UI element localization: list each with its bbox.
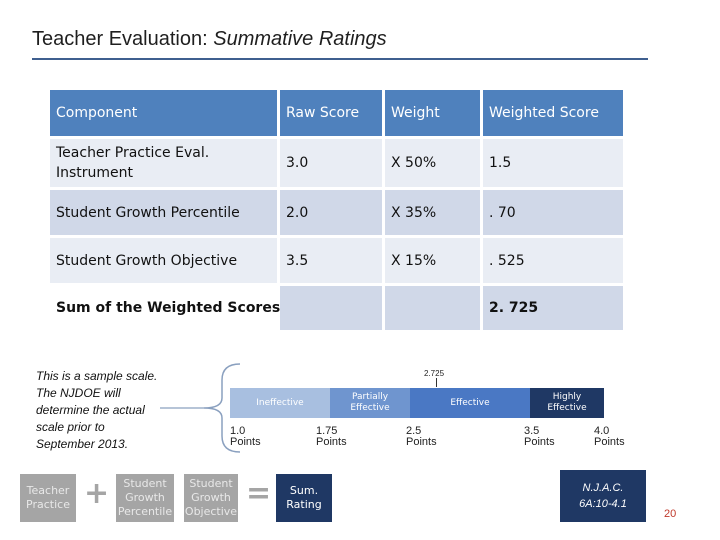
sgp-box: Student Growth Percentile — [116, 474, 174, 522]
header-component: Component — [50, 90, 277, 136]
table-cell: 2.0 — [280, 190, 382, 235]
table-cell: 3.0 — [280, 139, 382, 187]
scale-marker-label: 2.725 — [424, 369, 445, 378]
table-cell: . 70 — [483, 190, 623, 235]
scale-point: 3.5 Points — [524, 425, 555, 448]
sum-rating-box: Sum. Rating — [276, 474, 332, 522]
sum-label: Sum of the Weighted Scores — [50, 286, 280, 330]
table-cell: Student Growth Percentile — [50, 190, 277, 235]
table-cell: X 15% — [385, 238, 480, 283]
scale-point: 1.0 Points — [230, 425, 261, 448]
scale-point: 1.75 Points — [316, 425, 347, 448]
scale-point: 2.5 Points — [406, 425, 437, 448]
title-underline — [32, 58, 648, 60]
page-number: 20 — [664, 508, 677, 520]
slide-title: Teacher Evaluation: Summative Ratings — [32, 28, 387, 50]
sgo-box: Student Growth Objective — [184, 474, 238, 522]
brace-connector — [160, 363, 241, 453]
segment-ineffective: Ineffective — [230, 388, 330, 418]
plus-icon: + — [84, 476, 110, 511]
segment-highly-effective: Highly Effective — [530, 388, 604, 418]
table-cell: Student Growth Objective — [50, 238, 277, 283]
citation-box: N.J.A.C. 6A:10-4.1 — [560, 470, 646, 522]
citation-line: 6A:10-4.1 — [579, 498, 627, 510]
equals-icon: = — [246, 476, 272, 511]
header-weighted-score: Weighted Score — [483, 90, 623, 136]
header-raw-score: Raw Score — [280, 90, 382, 136]
table-cell: X 50% — [385, 139, 480, 187]
table-cell: 1.5 — [483, 139, 623, 187]
sum-empty-cell — [280, 286, 382, 330]
table-cell: . 525 — [483, 238, 623, 283]
table-cell: X 35% — [385, 190, 480, 235]
citation-line: N.J.A.C. — [582, 482, 624, 494]
sum-value: 2. 725 — [483, 286, 623, 330]
teacher-practice-box: Teacher Practice — [20, 474, 76, 522]
sample-scale-note: This is a sample scale. The NJDOE will d… — [36, 369, 158, 451]
segment-partially-effective: Partially Effective — [330, 388, 410, 418]
header-weight: Weight — [385, 90, 480, 136]
table-cell: Teacher Practice Eval. Instrument — [50, 139, 277, 187]
sum-empty-cell — [385, 286, 480, 330]
scale-marker-tick — [436, 378, 437, 387]
segment-effective: Effective — [410, 388, 530, 418]
table-cell: 3.5 — [280, 238, 382, 283]
scale-point: 4.0 Points — [594, 425, 625, 448]
